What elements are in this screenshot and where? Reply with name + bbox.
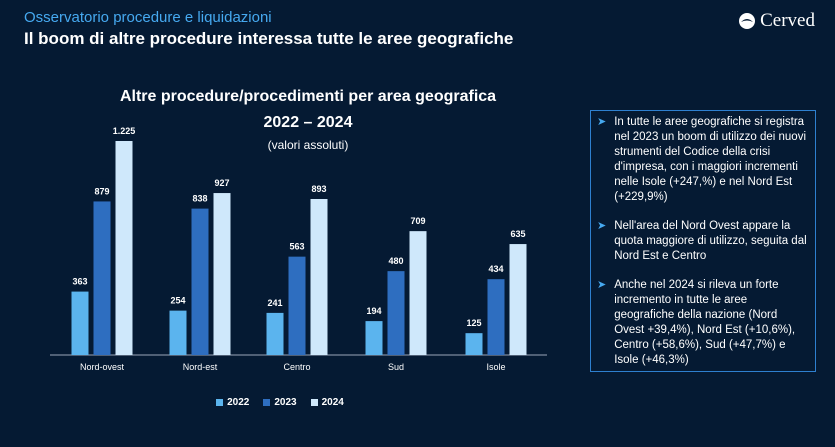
bar-2024-nord-ovest	[115, 141, 133, 355]
arrow-bullet-icon: ➤	[597, 116, 607, 128]
legend-swatch-2023	[263, 399, 271, 406]
chart-note: (valori assoluti)	[267, 138, 349, 152]
legend-swatch-2024	[310, 399, 318, 406]
bar-2022-centro	[266, 312, 284, 355]
bar-2023-nord-ovest	[93, 201, 111, 355]
data-label: 893	[311, 184, 326, 194]
bar-2022-nord-ovest	[71, 291, 89, 355]
bar-2024-sud	[409, 231, 427, 355]
insight-bullet: ➤ In tutte le aree geografiche si regist…	[597, 115, 809, 205]
x-tick-label: Centro	[283, 362, 310, 372]
bar-2022-isole	[465, 333, 483, 355]
legend-label-2023: 2023	[274, 397, 297, 408]
arrow-bullet-icon: ➤	[597, 220, 607, 232]
bar-2023-centro	[288, 256, 306, 355]
data-label: 241	[267, 298, 282, 308]
data-label: 838	[192, 194, 207, 204]
data-label: 635	[510, 229, 525, 239]
insight-text: Nell'area del Nord Ovest appare la quota…	[614, 220, 807, 262]
legend-item-2024: 2024	[310, 397, 344, 408]
data-label: 563	[289, 242, 304, 252]
insight-text: Anche nel 2024 si rileva un forte increm…	[614, 279, 796, 366]
bar-2022-nord-est	[169, 310, 187, 355]
data-label: 254	[170, 296, 185, 306]
logo-text: Cerved	[760, 10, 815, 31]
data-label: 434	[488, 264, 503, 274]
legend-swatch-2022	[216, 399, 224, 406]
bar-2024-nord-est	[213, 193, 231, 355]
data-label: 879	[94, 186, 109, 196]
x-tick-label: Nord-ovest	[80, 362, 125, 372]
bar-2023-nord-est	[191, 208, 209, 355]
chart-legend: 2022 2023 2024	[0, 397, 560, 408]
insight-bullet: ➤ Nell'area del Nord Ovest appare la quo…	[597, 219, 809, 264]
data-label: 194	[366, 306, 381, 316]
legend-label-2024: 2024	[321, 397, 344, 408]
x-tick-label: Nord-est	[183, 362, 218, 372]
x-tick-label: Isole	[486, 362, 505, 372]
legend-item-2022: 2022	[216, 397, 249, 408]
bar-chart: 363 879 1.225 Nord-ovest 254 838 927 Nord-est 24…	[50, 126, 547, 372]
data-label: 927	[214, 178, 229, 188]
insights-box: ➤ In tutte le aree geografiche si regist…	[590, 110, 816, 372]
legend-item-2023: 2023	[263, 397, 297, 408]
bar-2024-isole	[509, 244, 527, 355]
bar-2023-sud	[387, 271, 405, 355]
insight-bullet: ➤ Anche nel 2024 si rileva un forte incr…	[597, 278, 809, 368]
data-label: 1.225	[113, 126, 136, 136]
bar-2022-sud	[365, 321, 383, 355]
data-label: 709	[410, 216, 425, 226]
page-headline: Il boom di altre procedure interessa tut…	[24, 29, 514, 48]
arrow-bullet-icon: ➤	[597, 279, 607, 291]
bar-2023-isole	[487, 279, 505, 355]
chart-subtitle: 2022 – 2024	[263, 114, 353, 131]
legend-label-2022: 2022	[227, 397, 250, 408]
data-label: 480	[388, 256, 403, 266]
cerved-logo: Cerved	[738, 10, 815, 32]
cerved-logo-icon	[739, 13, 756, 29]
section-supertitle: Osservatorio procedure e liquidazioni	[24, 9, 272, 26]
data-label: 363	[72, 277, 87, 287]
data-label: 125	[466, 318, 481, 328]
x-tick-label: Sud	[388, 362, 404, 372]
chart-title: Altre procedure/procedimenti per area ge…	[119, 88, 497, 105]
bar-2024-centro	[310, 198, 328, 355]
insight-text: In tutte le aree geografiche si registra…	[614, 116, 807, 203]
